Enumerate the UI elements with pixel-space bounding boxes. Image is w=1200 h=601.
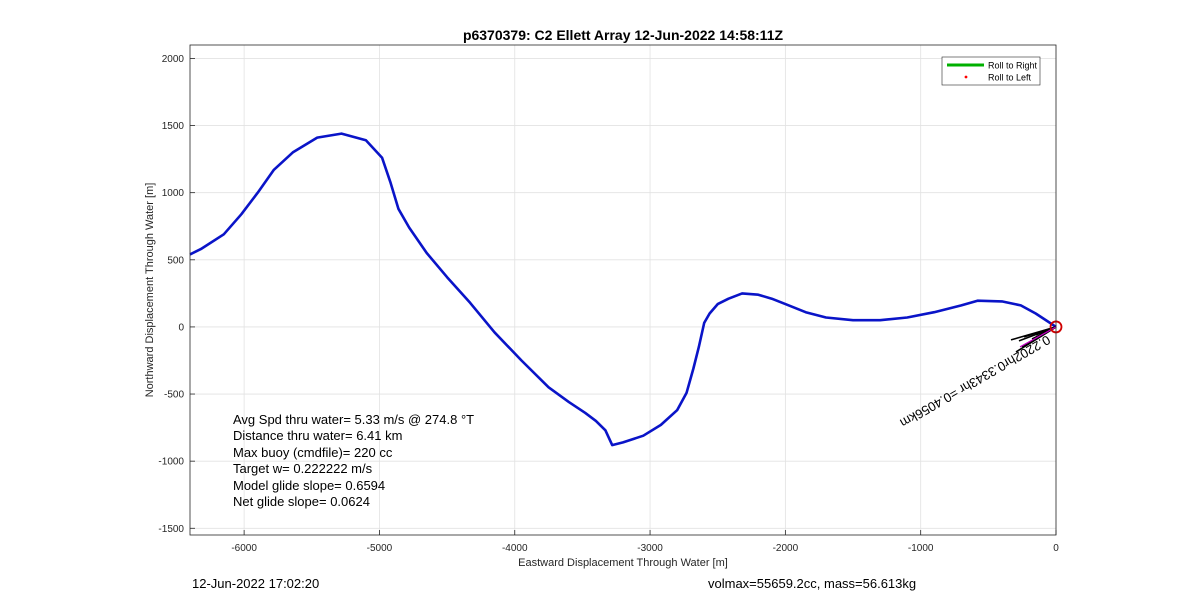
info-target-w: Target w= 0.222222 m/s (233, 461, 373, 477)
footer-timestamp: 12-Jun-2022 17:02:20 (192, 576, 320, 591)
y-tick-label: -1500 (158, 524, 184, 535)
y-tick-label: -500 (164, 390, 184, 401)
y-tick-label: 500 (167, 255, 184, 266)
grid (190, 45, 1057, 535)
footer-volmax-mass: volmax=55659.2cc, mass=56.613kg (708, 576, 917, 591)
legend: Roll to Right Roll to Left (941, 56, 1041, 86)
x-tick-label: -4000 (502, 543, 528, 554)
y-tick-label: 1500 (162, 121, 185, 132)
x-axis-label: Eastward Displacement Through Water [m] (518, 557, 728, 569)
series-layer (189, 132, 1057, 447)
info-distance: Distance thru water= 6.41 km (233, 428, 403, 444)
x-tick-label: -1000 (908, 543, 934, 554)
info-net-glide-slope: Net glide slope= 0.0624 (233, 494, 370, 510)
x-tick-label: -5000 (367, 543, 393, 554)
y-tick-label: 1000 (162, 188, 185, 199)
axes-box (189, 44, 1057, 536)
x-tick-label: 0 (1053, 543, 1059, 554)
y-axis-label: Northward Displacement Through Water [m] (144, 183, 156, 398)
y-tick-label: 0 (178, 322, 184, 333)
x-tick-label: -2000 (773, 543, 799, 554)
y-tick-label: -1000 (158, 457, 184, 468)
info-max-buoy: Max buoy (cmdfile)= 220 cc (233, 444, 393, 460)
legend-label-roll-left: Roll to Left (988, 73, 1032, 83)
x-tick-label: -6000 (231, 543, 257, 554)
plot-background (190, 45, 1056, 535)
info-block: Avg Spd thru water= 5.33 m/s @ 274.8 °T … (233, 412, 474, 510)
current-vector-magenta (1019, 326, 1057, 348)
ticks: -6000 -5000 -4000 -3000 -2000 -1000 0-1500-100… (158, 54, 1059, 554)
track-line (189, 132, 1057, 447)
info-model-glide-slope: Model glide slope= 0.6594 (233, 477, 386, 493)
y-tick-label: 2000 (162, 54, 185, 65)
legend-box (941, 56, 1041, 86)
legend-label-roll-right: Roll to Right (988, 61, 1038, 71)
x-tick-label: -3000 (637, 543, 663, 554)
info-avg-speed: Avg Spd thru water= 5.33 m/s @ 274.8 °T (233, 412, 475, 427)
legend-swatch-roll-left (964, 75, 968, 79)
chart-title: p6370379: C2 Ellett Array 12-Jun-2022 14… (463, 27, 784, 43)
